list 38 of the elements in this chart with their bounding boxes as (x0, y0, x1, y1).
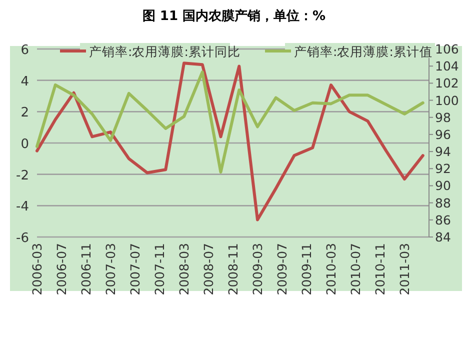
x-tick-label: 2006-11 (78, 243, 94, 296)
y-tick-label: -6 (16, 231, 29, 246)
y-tick-label: 0 (20, 137, 29, 152)
y2-tick-label: 84 (435, 230, 451, 244)
x-tick-label: 2011-03 (397, 243, 412, 296)
x-tick-label: 2007-03 (103, 243, 118, 296)
x-tick-label: 2009-07 (274, 243, 290, 296)
x-tick-label: 2006-03 (30, 243, 44, 296)
y2-tick-label: 92 (435, 161, 451, 176)
y-tick-label: 4 (20, 74, 29, 90)
y2-tick-label: 102 (435, 76, 459, 91)
y2-tick-label: 86 (435, 212, 451, 228)
y2-tick-label: 104 (435, 58, 459, 74)
y-tick-label: -4 (16, 200, 29, 215)
legend-label: 产销率:农用薄膜:累计值 (294, 44, 432, 59)
x-tick-label: 2007-07 (128, 243, 142, 296)
y-tick-label: -2 (16, 168, 29, 184)
y2-tick-label: 88 (435, 195, 451, 210)
y2-tick-label: 96 (435, 126, 451, 142)
x-tick-label: 2007-11 (152, 243, 167, 296)
y2-tick-label: 90 (435, 178, 451, 194)
y-tick-label: 2 (20, 106, 29, 121)
y2-tick-label: 106 (435, 42, 459, 56)
x-tick-label: 2008-07 (201, 243, 216, 296)
x-tick-label: 2008-11 (226, 243, 240, 296)
y2-tick-label: 100 (435, 92, 459, 108)
x-tick-label: 2009-03 (250, 243, 265, 296)
chart-title: 图 11 国内农膜产销，单位：% (142, 8, 326, 24)
y2-tick-label: 98 (435, 110, 451, 125)
y-tick-label: 6 (20, 43, 29, 58)
x-tick-label: 2010-07 (348, 243, 363, 296)
x-tick-label: 2009-11 (299, 243, 314, 296)
x-tick-label: 2008-03 (176, 243, 192, 296)
x-tick-label: 2010-11 (372, 243, 388, 296)
x-tick-label: 2010-03 (324, 243, 338, 296)
y2-tick-label: 94 (435, 144, 451, 160)
x-tick-label: 2006-07 (54, 243, 69, 296)
legend-label: 产销率:农用薄膜:累计同比 (89, 44, 240, 59)
